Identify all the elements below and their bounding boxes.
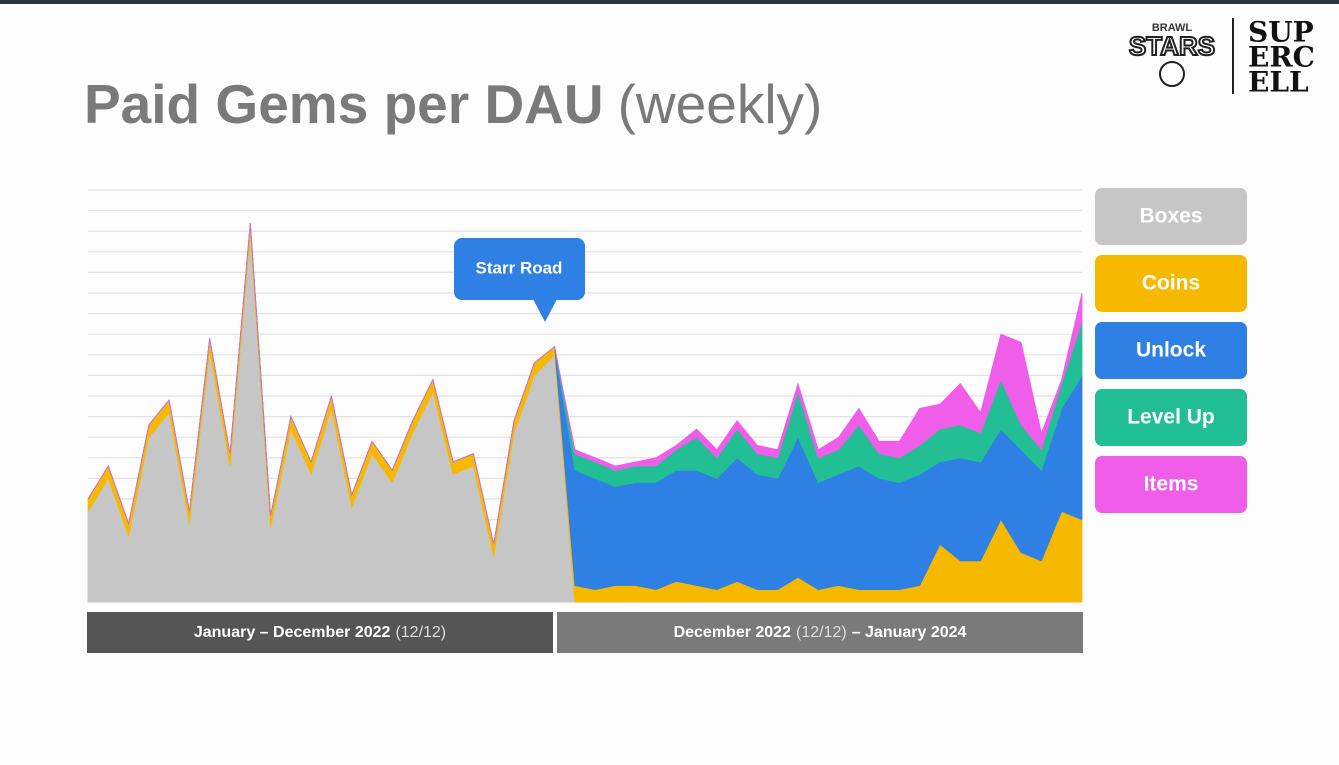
legend-label: Items [1144,473,1199,496]
period-text: December 2022 [674,624,792,641]
logo-text: BRAWL [1152,22,1193,34]
legend-label: Level Up [1127,406,1215,429]
chart-title: Paid Gems per DAU (weekly) [84,73,822,135]
area [87,222,1083,545]
legend-swatch [1095,255,1247,312]
legend-swatch [1095,389,1247,446]
period-label: December 2022 (12/12) – January 2024 [674,624,967,641]
legend-swatch [1095,456,1247,513]
legend-swatch [1095,188,1247,245]
period-note: (12/12) [796,624,847,641]
logo-text: ERC [1248,41,1315,74]
annotation: Starr Road [476,258,563,277]
period-text: – January 2024 [852,624,967,641]
plot [87,189,1083,603]
period-band [87,612,553,653]
logo-text: SUP [1248,16,1314,49]
title-main: Paid Gems per DAU [84,73,604,135]
callout-pointer [533,299,557,322]
period-band [557,612,1083,653]
logos: BRAWL STARS SUP ERC ELL [1128,16,1315,99]
legend-label: Coins [1142,272,1200,295]
period-bands: January – December 2022 (12/12) December … [87,612,1083,653]
logo-text: ELL [1248,66,1309,99]
screen-edge [0,0,1339,4]
logo-icon [1159,61,1185,87]
legend-swatch [1095,322,1247,379]
title-sub: (weekly) [618,73,823,135]
legend-label: Unlock [1136,339,1206,362]
period-text: January – December 2022 [194,624,391,641]
legend-label: Boxes [1139,205,1202,228]
logo-text: STARS [1129,31,1215,61]
period-label: January – December 2022 (12/12) [194,624,446,641]
callout-box [454,238,585,300]
period-note: (12/12) [395,624,446,641]
callout: Starr Road [454,238,585,322]
